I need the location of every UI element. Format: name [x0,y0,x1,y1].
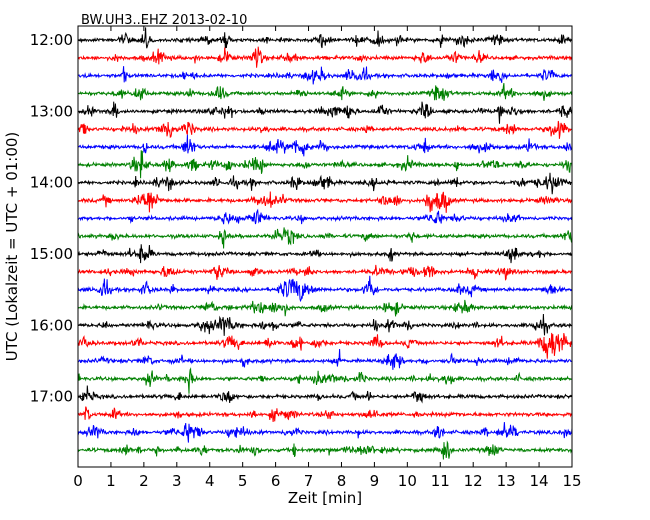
trace-line-22 [77,422,573,443]
trace-line-10 [77,208,573,225]
y-tick-label: 17:00 [30,388,73,406]
x-tick-label: 11 [431,472,450,490]
trace-line-23 [77,440,573,460]
x-tick-label: 12 [464,472,483,490]
trace-line-18 [77,348,573,370]
trace-line-17 [77,332,573,359]
trace-line-19 [77,367,573,394]
trace-line-12 [77,244,573,264]
y-tick-label: 16:00 [30,316,73,334]
chart-title: BW.UH3..EHZ 2013-02-10 [81,13,247,28]
plot-frame [77,25,573,468]
x-tick-label: 2 [139,472,149,490]
x-tick-label: 5 [238,472,248,490]
trace-line-5 [77,120,573,139]
trace-line-14 [77,275,573,303]
trace-line-0 [77,27,573,49]
trace-line-4 [77,101,573,124]
x-tick-label: 6 [271,472,281,490]
trace-line-20 [77,385,573,404]
x-tick-label: 4 [205,472,215,490]
y-tick-label: 13:00 [30,102,73,120]
x-tick-label: 15 [562,472,581,490]
x-axis: 0 1 2 3 4 5 6 7 8 9 10 11 12 13 14 15 [73,26,582,490]
x-tick-label: 3 [172,472,182,490]
x-tick-label: 7 [304,472,314,490]
trace-line-7 [77,150,573,179]
x-tick-label: 14 [530,472,549,490]
trace-line-8 [77,172,573,195]
y-axis-label: UTC (Lokalzeit = UTC + 01:00) [3,132,21,362]
x-tick-label: 10 [398,472,417,490]
x-axis-label: Zeit [min] [288,489,362,507]
trace-line-13 [77,264,572,281]
trace-line-2 [77,66,573,85]
trace-line-1 [77,46,573,68]
y-tick-label: 15:00 [30,245,73,263]
trace-line-9 [77,191,573,213]
trace-line-3 [77,83,573,101]
trace-group [77,27,573,460]
x-tick-label: 9 [370,472,380,490]
x-tick-label: 0 [73,472,83,490]
trace-line-21 [77,406,573,423]
y-tick-label: 14:00 [30,174,73,192]
y-tick-label: 12:00 [30,31,73,49]
trace-line-15 [77,299,573,317]
x-tick-label: 13 [497,472,516,490]
trace-line-16 [77,313,573,336]
trace-line-6 [77,134,573,157]
trace-line-11 [77,227,573,249]
y-axis: 12:00 13:00 14:00 15:00 16:00 17:00 [30,31,572,406]
x-tick-label: 8 [337,472,347,490]
x-tick-label: 1 [106,472,116,490]
